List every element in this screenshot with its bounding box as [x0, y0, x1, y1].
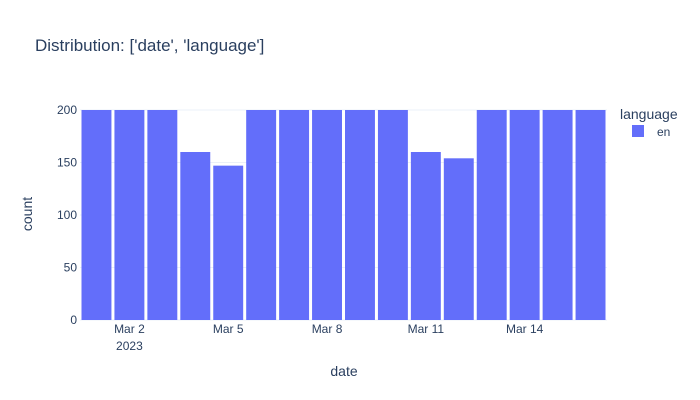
- bar[interactable]: [147, 110, 178, 320]
- x-axis-ticks: Mar 2 2023 Mar 5 Mar 8 Mar 11 Mar 14: [114, 322, 544, 353]
- y-axis-title: count: [19, 197, 35, 231]
- bar[interactable]: [542, 110, 573, 320]
- y-tick-label: 0: [70, 313, 77, 327]
- bars: [81, 110, 606, 320]
- bar[interactable]: [279, 110, 310, 320]
- x-tick-label: Mar 8: [312, 322, 343, 336]
- bar[interactable]: [443, 158, 474, 320]
- x-tick-label: Mar 2: [114, 322, 145, 336]
- x-tick-label: Mar 14: [506, 322, 544, 336]
- y-tick-label: 200: [57, 103, 77, 117]
- bar[interactable]: [213, 165, 244, 320]
- y-tick-label: 100: [57, 208, 77, 222]
- bar[interactable]: [509, 110, 540, 320]
- x-tick-label: Mar 11: [408, 322, 445, 336]
- legend-label[interactable]: en: [657, 125, 670, 139]
- bar[interactable]: [345, 110, 375, 320]
- x-axis-title: date: [330, 363, 357, 379]
- y-tick-label: 150: [57, 156, 77, 170]
- x-tick-label: Mar 5: [213, 322, 244, 336]
- legend[interactable]: language en: [620, 106, 678, 139]
- x-tick-sublabel: 2023: [116, 339, 143, 353]
- bar[interactable]: [114, 110, 145, 320]
- legend-title: language: [620, 106, 678, 122]
- bar[interactable]: [81, 110, 112, 320]
- legend-swatch[interactable]: [632, 125, 644, 137]
- bar[interactable]: [410, 152, 441, 320]
- bar[interactable]: [476, 110, 507, 320]
- bar[interactable]: [312, 110, 342, 320]
- bar[interactable]: [575, 110, 606, 320]
- y-tick-label: 50: [64, 261, 78, 275]
- bar[interactable]: [377, 110, 408, 320]
- bar[interactable]: [246, 110, 277, 320]
- bar[interactable]: [180, 152, 211, 320]
- y-axis-ticks: 0 50 100 150 200: [57, 103, 77, 327]
- chart-title: Distribution: ['date', 'language']: [35, 36, 264, 55]
